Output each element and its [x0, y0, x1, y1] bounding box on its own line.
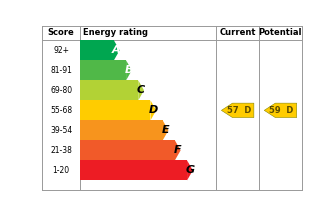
Text: D: D — [148, 105, 158, 115]
Text: C: C — [137, 85, 145, 95]
Text: 69-80: 69-80 — [50, 86, 72, 95]
Text: 59  D: 59 D — [269, 106, 294, 115]
Polygon shape — [187, 160, 193, 180]
Polygon shape — [150, 100, 156, 120]
Text: Potential: Potential — [259, 28, 302, 37]
Text: F: F — [174, 145, 181, 155]
Text: 57  D: 57 D — [226, 106, 251, 115]
Text: Score: Score — [48, 28, 74, 37]
Bar — [80, 60, 126, 80]
Bar — [80, 100, 150, 120]
Text: A: A — [112, 45, 121, 55]
Text: 39-54: 39-54 — [50, 126, 72, 135]
Polygon shape — [221, 103, 254, 118]
Bar — [80, 120, 163, 140]
Text: Current: Current — [219, 28, 256, 37]
Text: 92+: 92+ — [53, 46, 69, 55]
Polygon shape — [138, 80, 144, 100]
Bar — [80, 140, 175, 160]
Text: 55-68: 55-68 — [50, 106, 72, 115]
Text: G: G — [185, 165, 194, 175]
Text: Energy rating: Energy rating — [83, 28, 148, 37]
Polygon shape — [264, 103, 297, 118]
Text: 1-20: 1-20 — [53, 166, 70, 175]
Bar — [80, 80, 138, 100]
Polygon shape — [163, 120, 169, 140]
Text: B: B — [124, 65, 133, 75]
Text: 21-38: 21-38 — [50, 146, 72, 155]
Text: E: E — [161, 125, 169, 135]
Text: 81-91: 81-91 — [50, 66, 72, 75]
Polygon shape — [114, 40, 120, 60]
Bar — [80, 40, 114, 60]
Bar — [80, 160, 187, 180]
Polygon shape — [175, 140, 181, 160]
Polygon shape — [126, 60, 132, 80]
